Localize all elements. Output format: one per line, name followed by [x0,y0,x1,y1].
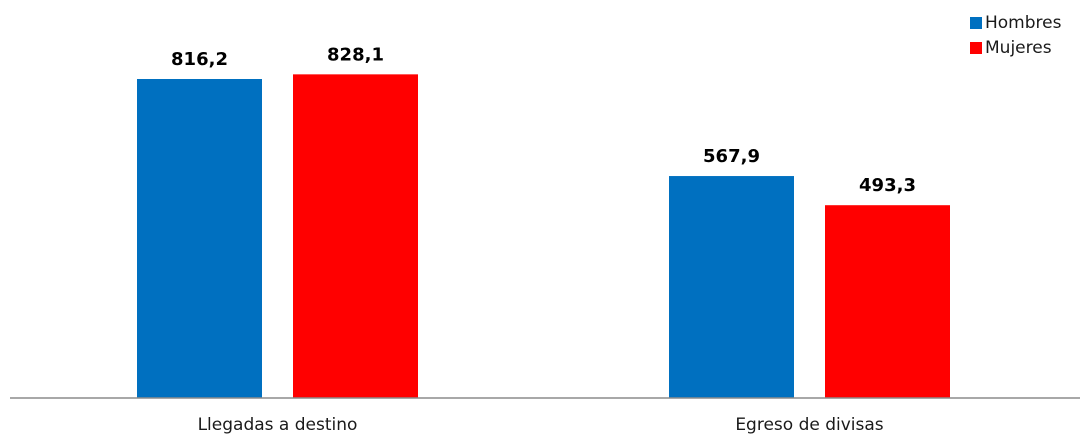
bar-hombres-1 [669,176,794,398]
data-label-mujeres-0: 828,1 [327,44,384,65]
bar-mujeres-0 [293,74,418,398]
legend-label-hombres: Hombres [985,13,1061,33]
legend-item-hombres: Hombres [970,10,1061,35]
legend-item-mujeres: Mujeres [970,35,1061,60]
bar-hombres-0 [137,79,262,398]
legend-swatch-hombres [970,17,982,29]
category-labels-group: Llegadas a destino Egreso de divisas [198,415,884,435]
legend-swatch-mujeres [970,42,982,54]
data-label-hombres-1: 567,9 [703,146,760,167]
data-label-hombres-0: 816,2 [171,49,228,70]
category-label-1: Egreso de divisas [735,415,883,435]
category-label-0: Llegadas a destino [198,415,358,435]
bars-group [137,74,950,398]
bar-mujeres-1 [825,205,950,398]
legend-label-mujeres: Mujeres [985,38,1052,58]
legend: Hombres Mujeres [970,10,1061,60]
data-labels-group: 816,2 828,1 567,9 493,3 [171,44,916,196]
data-label-mujeres-1: 493,3 [859,175,916,196]
